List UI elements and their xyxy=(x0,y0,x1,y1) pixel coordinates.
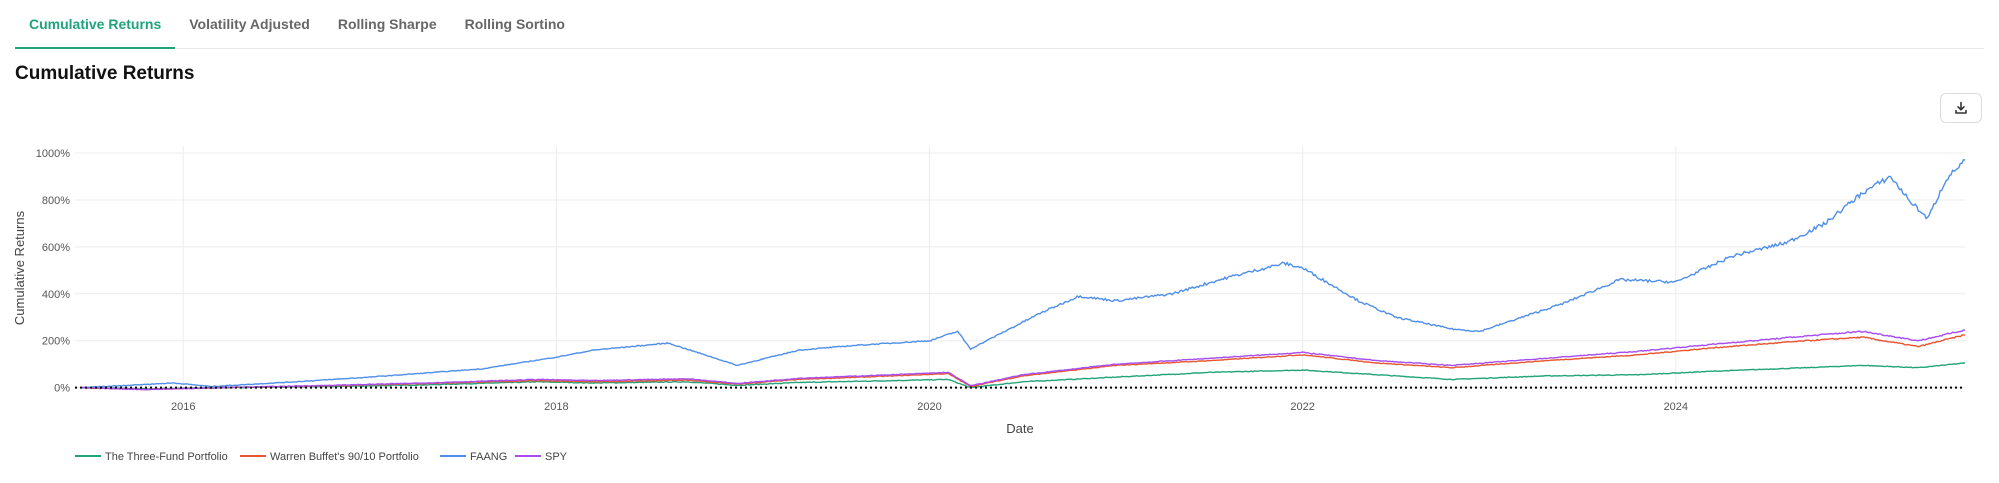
y-tick-label: 0% xyxy=(54,383,70,395)
x-axis-ticks: 2016 2018 2020 2022 2024 xyxy=(171,401,1688,413)
cumulative-returns-chart: 0% 200% 400% 600% 800% 1000% 2016 2018 2020 2022… xyxy=(12,146,1966,463)
chart-heading: Cumulative Returns xyxy=(15,63,195,84)
chart-tabs: Cumulative Returns Volatility Adjusted R… xyxy=(15,0,1984,49)
legend-item-label: Warren Buffet's 90/10 Portfolio xyxy=(270,451,419,463)
tab-rolling-sortino[interactable]: Rolling Sortino xyxy=(464,16,565,32)
series-line-spy xyxy=(80,329,1966,391)
tab-rolling-sharpe[interactable]: Rolling Sharpe xyxy=(337,16,437,32)
x-tick-label: 2022 xyxy=(1290,401,1314,413)
y-tick-label: 600% xyxy=(42,242,70,254)
y-tick-label: 400% xyxy=(42,289,70,301)
legend-item-label: The Three-Fund Portfolio xyxy=(105,451,228,463)
y-axis-title: Cumulative Returns xyxy=(12,210,27,325)
x-tick-label: 2020 xyxy=(917,401,941,413)
tab-cumulative-returns[interactable]: Cumulative Returns xyxy=(15,0,176,49)
y-tick-label: 800% xyxy=(42,195,70,207)
download-button[interactable] xyxy=(1940,93,1982,123)
y-tick-label: 200% xyxy=(42,336,70,348)
series-lines xyxy=(80,159,1966,391)
y-axis-ticks: 0% 200% 400% 600% 800% 1000% xyxy=(36,148,70,395)
x-tick-label: 2016 xyxy=(171,401,195,413)
chart-legend: The Three-Fund Portfolio Warren Buffet's … xyxy=(75,451,568,463)
x-tick-label: 2018 xyxy=(544,401,568,413)
tab-volatility-adjusted[interactable]: Volatility Adjusted xyxy=(189,16,310,32)
download-icon xyxy=(1955,101,1967,114)
y-tick-label: 1000% xyxy=(36,148,70,160)
legend-item-label: SPY xyxy=(545,451,568,463)
legend-item-label: FAANG xyxy=(470,451,507,463)
x-axis-title: Date xyxy=(1006,421,1033,436)
grid-lines xyxy=(75,146,1965,390)
series-line-faang xyxy=(80,159,1966,389)
x-tick-label: 2024 xyxy=(1664,401,1688,413)
